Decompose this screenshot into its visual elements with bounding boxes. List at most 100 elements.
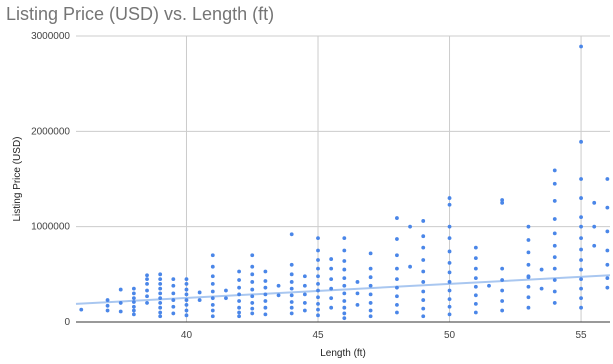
data-point (250, 272, 255, 277)
data-point (263, 285, 268, 290)
data-point (276, 283, 281, 288)
data-point (105, 308, 110, 313)
data-point (105, 303, 110, 308)
data-point (184, 313, 189, 318)
data-point (184, 298, 189, 302)
data-point (421, 245, 426, 250)
data-point (447, 270, 452, 275)
data-point (500, 200, 505, 205)
data-point (342, 283, 347, 288)
data-point (579, 286, 583, 291)
data-point (421, 298, 426, 302)
data-point (395, 266, 399, 271)
data-point (184, 292, 189, 297)
data-point (316, 274, 320, 279)
data-point (289, 293, 294, 298)
data-point (473, 301, 478, 306)
data-point (500, 278, 505, 282)
data-point (605, 229, 610, 234)
data-point (184, 287, 189, 292)
data-point (79, 307, 84, 312)
data-point (302, 308, 307, 313)
data-point (158, 286, 163, 291)
data-point (237, 278, 241, 282)
data-point (526, 250, 531, 255)
data-point (316, 258, 320, 262)
data-point (250, 253, 255, 258)
data-point (408, 224, 412, 229)
data-point (250, 280, 255, 284)
data-point (552, 181, 557, 186)
data-point (237, 299, 241, 303)
data-point (131, 304, 136, 309)
data-point (592, 224, 597, 229)
data-point (158, 281, 163, 286)
data-point (197, 290, 202, 295)
data-point (131, 312, 136, 317)
data-point (158, 305, 163, 310)
data-point (250, 301, 255, 305)
data-point (447, 236, 452, 241)
data-point (473, 245, 478, 250)
data-point (118, 309, 123, 314)
data-point (342, 316, 347, 321)
data-point (552, 255, 557, 260)
data-point (500, 198, 505, 202)
data-point (579, 224, 583, 229)
data-point (447, 312, 452, 317)
data-point (145, 301, 149, 305)
data-point (395, 277, 399, 281)
data-point (579, 247, 583, 252)
data-point (131, 291, 136, 296)
data-point (158, 291, 163, 296)
data-point (237, 310, 241, 315)
data-point (605, 276, 610, 281)
data-point (368, 308, 373, 313)
data-point (526, 295, 531, 300)
data-point (316, 236, 320, 241)
data-point (421, 314, 426, 319)
data-point (210, 296, 215, 301)
data-point (316, 307, 320, 312)
data-point (552, 243, 557, 248)
data-point (342, 276, 347, 281)
data-point (316, 313, 320, 318)
data-point (552, 278, 557, 282)
data-point (447, 304, 452, 309)
data-point (342, 291, 347, 296)
data-point (171, 304, 176, 309)
data-point (316, 301, 320, 306)
data-point (579, 215, 583, 220)
data-point (552, 217, 557, 221)
data-point (447, 249, 452, 254)
data-point (289, 300, 294, 304)
data-point (447, 260, 452, 265)
data-point (210, 289, 215, 294)
trendline-group (75, 274, 611, 305)
data-point (342, 259, 347, 263)
data-point (447, 196, 452, 200)
data-point (579, 196, 583, 200)
data-point (421, 280, 426, 284)
data-point (210, 281, 215, 286)
data-point (237, 285, 241, 290)
data-point (421, 289, 426, 294)
data-point (421, 269, 426, 274)
data-point (316, 295, 320, 300)
x-tick-label: 45 (312, 330, 324, 341)
data-point (421, 234, 426, 239)
data-point (579, 44, 583, 49)
chart-title: Listing Price (USD) vs. Length (ft) (6, 4, 275, 24)
data-point (473, 284, 478, 289)
tick-labels: 0 1000000 2000000 3000000 40 45 50 55 (31, 31, 587, 341)
data-point (500, 266, 505, 271)
data-point (342, 299, 347, 303)
data-point (302, 292, 307, 297)
data-point (289, 311, 294, 316)
data-point (395, 294, 399, 299)
data-point (197, 298, 202, 302)
x-tick-label: 55 (576, 330, 588, 341)
data-point (552, 301, 557, 305)
data-point (579, 296, 583, 301)
data-point (500, 299, 505, 303)
